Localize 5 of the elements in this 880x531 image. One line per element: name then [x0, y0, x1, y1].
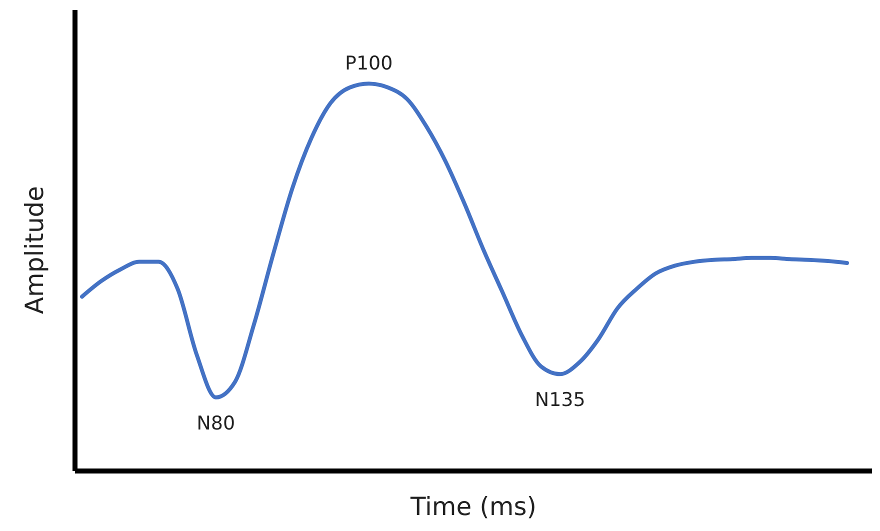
y-axis-title: Amplitude — [20, 186, 49, 314]
annotation: N135 — [534, 389, 586, 412]
annotation: P100 — [345, 52, 393, 75]
annotation: N80 — [196, 412, 236, 434]
x-axis-title: Time (ms) — [409, 492, 537, 521]
